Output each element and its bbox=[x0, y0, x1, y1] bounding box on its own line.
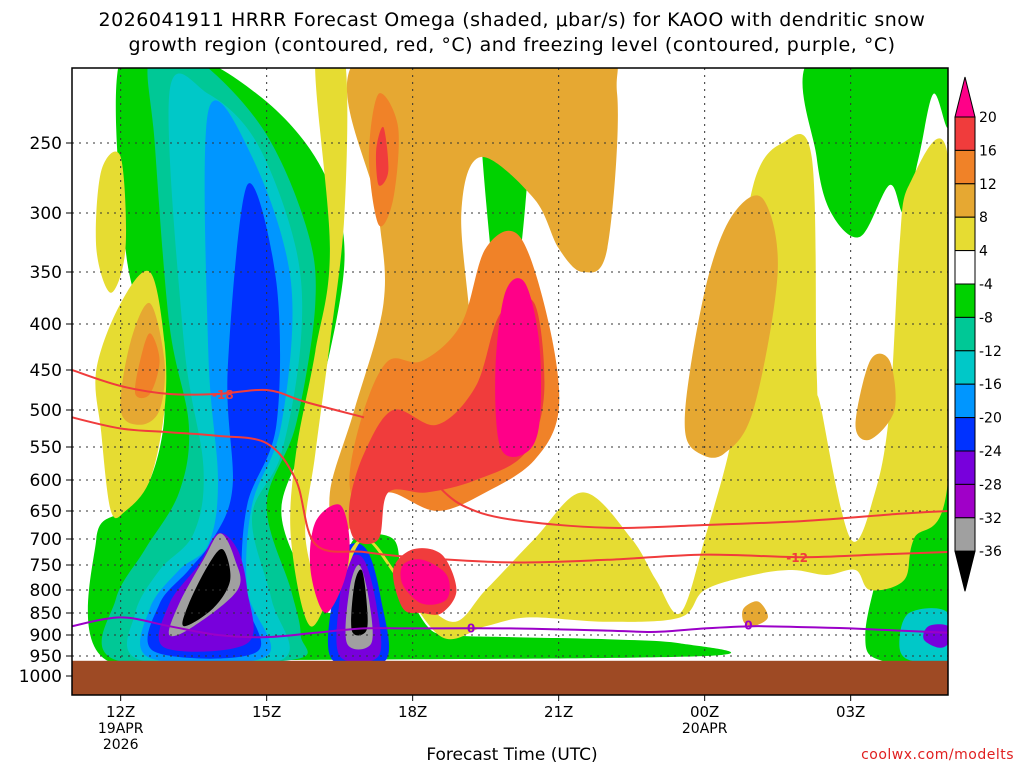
colorbar-swatch-13 bbox=[954, 517, 976, 552]
y-tick-label-350: 350 bbox=[30, 263, 62, 283]
y-tick-label-250: 250 bbox=[30, 134, 62, 154]
freezing-level-label-1: 0 bbox=[744, 618, 752, 632]
colorbar-swatch-10 bbox=[954, 417, 976, 452]
colorbar-top-arrow bbox=[954, 76, 976, 118]
omega-region-pos-14 bbox=[495, 278, 541, 457]
x-tick-label-21Z: 21Z bbox=[544, 703, 573, 721]
dgz-contour-0 bbox=[72, 369, 365, 419]
freezing-level-contour bbox=[72, 616, 948, 639]
omega-region-neg-16 bbox=[923, 624, 948, 648]
y-tick-label-600: 600 bbox=[30, 471, 62, 491]
x-tick-sublabel-00Z: 20APR bbox=[682, 721, 728, 737]
colorbar-label-8: -16 bbox=[979, 377, 1002, 393]
y-tick-label-950: 950 bbox=[30, 647, 62, 667]
y-tick-label-850: 850 bbox=[30, 604, 62, 624]
x-tick-label-12Z: 12Z bbox=[106, 703, 135, 721]
colorbar-label-10: -24 bbox=[979, 444, 1002, 460]
y-tick-label-550: 550 bbox=[30, 438, 62, 458]
omega-region-pos-6 bbox=[855, 353, 896, 441]
dgz-contour-label-1: -12 bbox=[786, 551, 808, 565]
omega-region-pos-2 bbox=[95, 151, 127, 293]
colorbar-label-12: -32 bbox=[979, 511, 1002, 527]
y-tick-label-900: 900 bbox=[30, 626, 62, 646]
colorbar-label-9: -20 bbox=[979, 411, 1002, 427]
colorbar-swatch-6 bbox=[954, 283, 976, 318]
y-tick-label-650: 650 bbox=[30, 502, 62, 522]
y-tick-label-450: 450 bbox=[30, 361, 62, 381]
colorbar-label-13: -36 bbox=[979, 544, 1002, 560]
omega-region-pos-0 bbox=[290, 68, 948, 640]
x-tick-label-00Z: 00Z bbox=[690, 703, 719, 721]
omega-region-neg-4 bbox=[147, 183, 281, 659]
y-tick-label-750: 750 bbox=[30, 556, 62, 576]
freezing-level-label-0: 0 bbox=[467, 621, 475, 635]
y-tick-label-700: 700 bbox=[30, 530, 62, 550]
y-tick-label-800: 800 bbox=[30, 581, 62, 601]
colorbar-swatch-7 bbox=[954, 316, 976, 352]
y-tick-label-400: 400 bbox=[30, 315, 62, 335]
colorbar-swatch-9 bbox=[954, 383, 976, 419]
x-tick-label-15Z: 15Z bbox=[252, 703, 281, 721]
colorbar-label-1: 16 bbox=[979, 143, 997, 159]
colorbar-label-4: 4 bbox=[979, 244, 988, 260]
omega-region-pos-7 bbox=[742, 601, 768, 627]
dgz-contour-2 bbox=[431, 479, 948, 529]
x-tick-label-03Z: 03Z bbox=[836, 703, 865, 721]
x-tick-sublabel-12Z: 19APR bbox=[98, 721, 144, 737]
y-tick-label-500: 500 bbox=[30, 401, 62, 421]
omega-region-pos-15 bbox=[309, 504, 350, 614]
colorbar-label-0: 20 bbox=[979, 110, 997, 126]
colorbar-label-5: -4 bbox=[979, 277, 993, 293]
dgz-contour-1 bbox=[72, 416, 948, 564]
omega-region-pos-5 bbox=[684, 195, 778, 458]
colorbar-swatch-4 bbox=[954, 216, 976, 252]
dgz-contour-label-0: -18 bbox=[212, 388, 234, 402]
x-axis-label: Forecast Time (UTC) bbox=[426, 745, 598, 765]
x-tick-sublabel2-12Z: 2026 bbox=[103, 737, 139, 753]
colorbar-label-11: -28 bbox=[979, 477, 1002, 493]
ground-fill bbox=[72, 660, 948, 695]
colorbar-swatch-11 bbox=[954, 450, 976, 485]
omega-region-pos-10 bbox=[134, 333, 160, 399]
colorbar-swatch-3 bbox=[954, 183, 976, 218]
colorbar-label-6: -8 bbox=[979, 310, 993, 326]
omega-region-neg-11 bbox=[351, 569, 368, 636]
chart-title-line1: 2026041911 HRRR Forecast Omega (shaded, … bbox=[98, 9, 926, 31]
chart-title-line2: growth region (contoured, red, °C) and f… bbox=[128, 34, 896, 56]
colorbar-label-3: 8 bbox=[979, 210, 988, 226]
colorbar-swatch-12 bbox=[954, 483, 976, 519]
site-credit: coolwx.com/modelts bbox=[861, 747, 1014, 763]
omega-region-neg-17 bbox=[802, 68, 948, 238]
x-tick-label-18Z: 18Z bbox=[398, 703, 427, 721]
colorbar-swatch-8 bbox=[954, 350, 976, 385]
colorbar-label-2: 12 bbox=[979, 177, 997, 193]
omega-region-pos-12 bbox=[375, 126, 389, 186]
omega-region-neg-7 bbox=[182, 548, 231, 627]
y-tick-label-1000: 1000 bbox=[19, 667, 62, 687]
colorbar-swatch-5 bbox=[954, 250, 976, 285]
colorbar-label-7: -12 bbox=[979, 344, 1002, 360]
plot-frame bbox=[71, 67, 949, 696]
colorbar-swatch-2 bbox=[954, 149, 976, 185]
omega-region-pos-11 bbox=[348, 296, 545, 545]
y-tick-label-300: 300 bbox=[30, 204, 62, 224]
colorbar-bottom-arrow bbox=[954, 550, 976, 592]
colorbar-swatch-1 bbox=[954, 116, 976, 151]
